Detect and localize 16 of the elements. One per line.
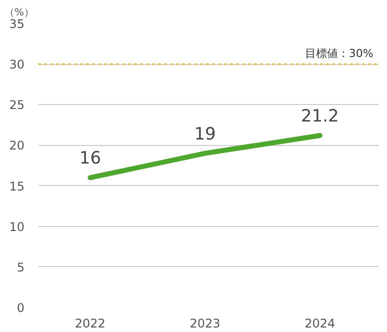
x-tick-label: 2023 (190, 316, 220, 330)
y-axis-title: （%） (4, 8, 34, 18)
data-label: 21.2 (300, 106, 339, 126)
y-tick-label: 5 (16, 260, 25, 274)
y-tick-label: 0 (16, 301, 25, 315)
y-tick-label: 35 (9, 17, 25, 31)
y-tick-label: 30 (9, 58, 25, 72)
y-tick-label: 10 (9, 220, 25, 234)
data-label: 19 (194, 124, 216, 144)
ref-line-label: 目標値：30% (304, 47, 374, 60)
x-tick-label: 2024 (304, 316, 336, 330)
y-tick-label: 20 (9, 138, 25, 153)
y-tick-label: 25 (9, 98, 25, 112)
x-tick-label: 2022 (74, 316, 106, 330)
y-tick-label: 15 (9, 179, 25, 194)
data-label: 16 (79, 148, 102, 169)
